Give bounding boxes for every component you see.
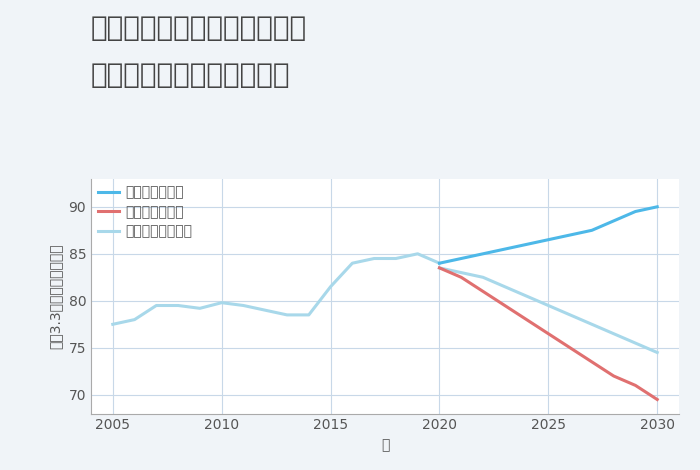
Line: バッドシナリオ: バッドシナリオ (440, 268, 657, 400)
Legend: グッドシナリオ, バッドシナリオ, ノーマルシナリオ: グッドシナリオ, バッドシナリオ, ノーマルシナリオ (98, 186, 192, 239)
Line: ノーマルシナリオ: ノーマルシナリオ (440, 268, 657, 352)
グッドシナリオ (566, 232, 574, 238)
バッドシナリオ (653, 397, 662, 402)
グッドシナリオ (435, 260, 444, 266)
グッドシナリオ (479, 251, 487, 257)
バッドシナリオ (588, 359, 596, 365)
バッドシナリオ (566, 345, 574, 351)
グッドシナリオ (588, 227, 596, 233)
ノーマルシナリオ (435, 265, 444, 271)
バッドシナリオ (522, 317, 531, 322)
ノーマルシナリオ (500, 284, 509, 290)
Text: 中古マンションの価格推移: 中古マンションの価格推移 (91, 61, 290, 89)
バッドシナリオ (457, 274, 466, 280)
ノーマルシナリオ (588, 321, 596, 327)
バッドシナリオ (479, 289, 487, 294)
バッドシナリオ (631, 383, 640, 388)
X-axis label: 年: 年 (381, 438, 389, 452)
ノーマルシナリオ (479, 274, 487, 280)
グッドシナリオ (631, 209, 640, 214)
グッドシナリオ (653, 204, 662, 210)
グッドシナリオ (522, 242, 531, 247)
ノーマルシナリオ (457, 270, 466, 275)
ノーマルシナリオ (631, 340, 640, 346)
グッドシナリオ (610, 218, 618, 224)
Text: 岐阜県可児郡御嵩町美佐野の: 岐阜県可児郡御嵩町美佐野の (91, 14, 307, 42)
バッドシナリオ (500, 303, 509, 308)
バッドシナリオ (610, 373, 618, 379)
ノーマルシナリオ (522, 293, 531, 299)
Line: グッドシナリオ: グッドシナリオ (440, 207, 657, 263)
ノーマルシナリオ (566, 312, 574, 318)
Y-axis label: 坪（3.3㎡）単価（万円）: 坪（3.3㎡）単価（万円） (49, 243, 63, 349)
グッドシナリオ (500, 246, 509, 252)
グッドシナリオ (544, 237, 552, 243)
ノーマルシナリオ (544, 303, 552, 308)
グッドシナリオ (457, 256, 466, 261)
バッドシナリオ (435, 265, 444, 271)
ノーマルシナリオ (610, 331, 618, 337)
ノーマルシナリオ (653, 350, 662, 355)
バッドシナリオ (544, 331, 552, 337)
